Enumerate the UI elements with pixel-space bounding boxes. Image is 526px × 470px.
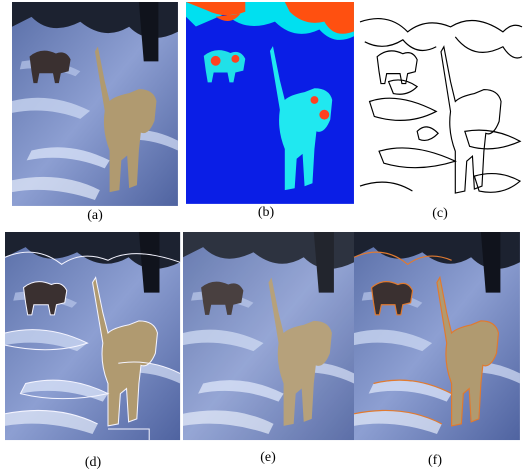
figure: (a) (b) (c) (d) (e) (f)	[0, 0, 526, 470]
image-d	[5, 232, 180, 440]
image-c	[360, 2, 522, 207]
panel-label: (d)	[85, 455, 102, 470]
panel-label: (e)	[260, 450, 276, 465]
panel-label: (b)	[258, 205, 275, 220]
panel-label: (f)	[428, 453, 442, 468]
image-a	[12, 2, 178, 206]
image-b	[186, 2, 354, 204]
image-e	[183, 232, 354, 440]
panel-label: (a)	[87, 208, 103, 223]
page: (a) (b) (c) (d) (e) (f) (() => { const d…	[0, 0, 526, 470]
image-f	[354, 232, 520, 440]
panel-label: (c)	[432, 206, 448, 221]
